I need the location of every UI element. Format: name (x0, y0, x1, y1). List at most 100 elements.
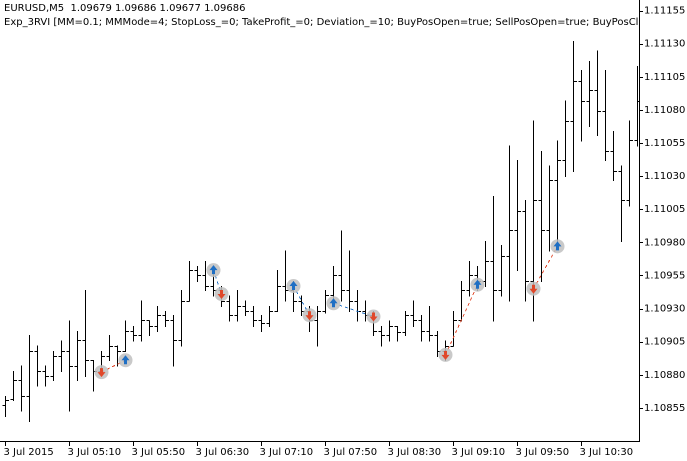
ohlc-bar (562, 100, 569, 178)
x-tick-label: 3 Jul 07:50 (324, 447, 378, 458)
buy-deal (326, 296, 341, 311)
ohlc-bar (106, 335, 113, 362)
ohlc-bar (570, 41, 577, 172)
ohlc-bar (130, 325, 137, 342)
y-tick-label: 1.11005 (644, 204, 685, 215)
deal-link (533, 246, 558, 289)
ohlc-bar (514, 160, 521, 272)
deal-arrow (473, 279, 482, 289)
ohlc-bar (66, 320, 73, 412)
ohlc-bar (338, 230, 345, 302)
buy-deal (470, 277, 485, 292)
x-tick-label: 3 Jul 09:50 (516, 447, 570, 458)
ohlc-bar (578, 70, 585, 142)
buy-deal (206, 263, 221, 278)
deal-arrow (553, 241, 562, 251)
y-tick-label: 1.10980 (644, 237, 685, 248)
sell-deal (438, 347, 453, 362)
ohlc-bar (202, 260, 209, 292)
x-tick-label: 3 Jul 2015 (4, 447, 54, 458)
x-tick-label: 3 Jul 06:30 (196, 447, 250, 458)
y-tick-label: 1.11055 (644, 138, 685, 149)
ohlc-bar (146, 320, 153, 337)
ohlc-bar (634, 66, 639, 147)
ohlc-bar (194, 266, 201, 282)
x-tick-label: 3 Jul 09:10 (452, 447, 506, 458)
y-tick-label: 1.11030 (644, 171, 685, 182)
ohlc-bar (554, 140, 561, 243)
ohlc-bar (314, 305, 321, 347)
deal-arrow (97, 368, 106, 378)
y-tick-label: 1.10880 (644, 370, 685, 381)
deal-arrow (329, 298, 338, 308)
y-tick-label: 1.10905 (644, 337, 685, 348)
ohlc-bar (466, 260, 473, 297)
y-tick-label: 1.10955 (644, 270, 685, 281)
ohlc-bar (322, 290, 329, 314)
ohlc-bar (610, 131, 617, 182)
x-tick-label: 3 Jul 08:30 (388, 447, 442, 458)
ohlc-bar (626, 120, 633, 207)
ohlc-bar (226, 295, 233, 322)
x-tick-label: 3 Jul 10:30 (580, 447, 634, 458)
plot-area: EURUSD,M5 1.09679 1.09686 1.09677 1.0968… (2, 3, 687, 423)
buy-deal (118, 353, 133, 368)
ohlc-bar (602, 70, 609, 162)
ohlc-bar (138, 300, 145, 342)
ohlc-bar (498, 245, 505, 297)
deal-link (333, 302, 374, 317)
deal-link (101, 359, 126, 373)
deal-link (445, 284, 478, 356)
sell-deal (94, 365, 109, 380)
ohlc-bar (410, 300, 417, 327)
buy-deal (286, 279, 301, 294)
ohlc-bar (42, 365, 49, 387)
sell-deal (366, 309, 381, 324)
y-tick-label: 1.10855 (644, 403, 685, 414)
deal-arrow (289, 281, 298, 291)
ohlc-bar (186, 260, 193, 302)
y-tick-label: 1.10930 (644, 304, 685, 315)
ohlc-bar (418, 315, 425, 342)
ohlc-bar (618, 165, 625, 243)
chart-title: EURUSD,M5 1.09679 1.09686 1.09677 1.0968… (4, 3, 245, 14)
deal-arrow (305, 311, 314, 321)
ohlc-bar (386, 320, 393, 342)
sell-deal (526, 281, 541, 296)
ohlc-bar (586, 60, 593, 127)
ohlc-bar (274, 270, 281, 313)
ohlc-bar (506, 145, 513, 302)
ohlc-bar (402, 311, 409, 337)
ohlc-bar (538, 150, 545, 282)
ohlc-bar (34, 345, 41, 387)
ohlc-bar (74, 331, 81, 382)
ohlc-bar (82, 290, 89, 378)
deal-arrow (217, 290, 226, 299)
deal-arrow (441, 350, 450, 360)
ohlc-bar (154, 305, 161, 333)
ohlc-bar (242, 300, 249, 317)
deal-arrow (209, 265, 218, 275)
y-tick-label: 1.11080 (644, 105, 685, 116)
deal-arrow (121, 355, 130, 365)
y-tick-label: 1.11155 (644, 6, 685, 17)
chart-subtitle: Exp_3RVI [MM=0.1; MMMode=4; StopLoss_=0;… (4, 17, 687, 28)
ohlc-bar (58, 340, 65, 372)
ohlc-bar (394, 325, 401, 342)
ohlc-bar (234, 290, 241, 322)
x-tick-label: 3 Jul 05:50 (132, 447, 186, 458)
ohlc-bar (170, 315, 177, 367)
deal-arrow (369, 312, 378, 322)
ohlc-bar (122, 320, 129, 352)
ohlc-bar (50, 350, 57, 382)
ohlc-bar (450, 311, 457, 347)
ohlc-bar (426, 305, 433, 342)
ohlc-bar (178, 290, 185, 347)
sell-deal (302, 308, 317, 323)
ohlc-bar (26, 335, 33, 423)
x-tick-label: 3 Jul 05:10 (68, 447, 122, 458)
ohlc-bar (522, 199, 529, 302)
x-tick-label: 3 Jul 07:10 (260, 447, 314, 458)
sell-deal (214, 287, 229, 301)
